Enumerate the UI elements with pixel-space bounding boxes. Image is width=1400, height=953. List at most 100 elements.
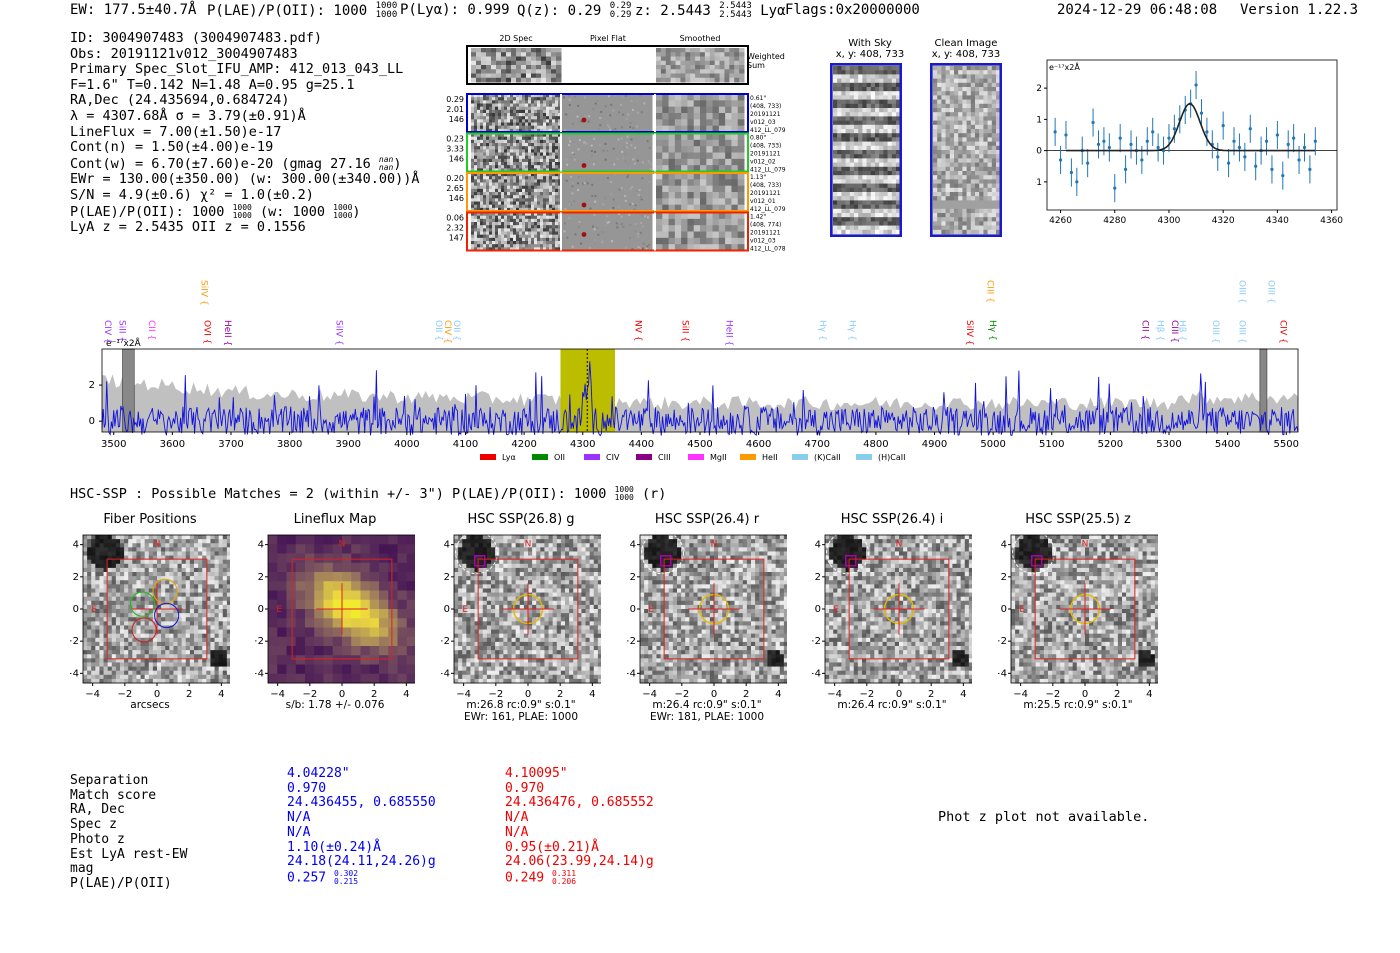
ccd-pixel [883, 103, 888, 109]
cutout-pixel [510, 204, 514, 209]
hsc-pixel [144, 563, 150, 569]
cutout-pixel [492, 185, 496, 190]
ccd-pixel [987, 154, 992, 159]
ccd-pixel [879, 171, 884, 176]
cutout-pixel [471, 237, 475, 242]
cutout-pixel [471, 162, 475, 166]
cutout-pixel [513, 162, 517, 166]
ccd-pixel [954, 208, 959, 214]
weighted-sum-pixel [491, 56, 497, 62]
hsc-pixel [173, 637, 179, 643]
ccd-pixel [991, 108, 997, 113]
cutout-pixel [543, 122, 547, 127]
ccd-pixel [849, 66, 855, 71]
cutout-pixel [513, 204, 517, 209]
ccd-pixel [987, 179, 992, 184]
cutout-pixel [555, 225, 559, 229]
weighted-sum-pixel [670, 56, 677, 62]
ccd-pixel [949, 162, 955, 167]
cutout-row-meta: 1.42" [750, 214, 766, 221]
cutout-pixel [555, 231, 559, 236]
ccd-pixel [996, 183, 1001, 188]
hsc-pixel [128, 559, 133, 565]
flat-noise [624, 195, 627, 198]
ccd-pixel [837, 141, 842, 146]
cutout-pixel [693, 133, 701, 141]
ccd-pixel [933, 229, 938, 235]
cutout-pixel [534, 247, 538, 251]
cutout-pixel [558, 106, 562, 111]
cutout-pixel [522, 165, 526, 169]
cutout-pixel [513, 218, 517, 223]
ccd-pixel [891, 124, 897, 130]
flat-noise [648, 147, 651, 150]
hsc-pixel [202, 559, 207, 565]
hsc-pixel [173, 641, 179, 647]
ccd-pixel [937, 116, 942, 121]
weighted-sum-pixel [531, 73, 537, 79]
cutout-pixel [525, 247, 529, 251]
cutout-pixel [477, 158, 481, 163]
hsc-pixel [185, 650, 191, 655]
cutout-pixel [543, 162, 547, 166]
cutout-pixel [525, 204, 529, 209]
ccd-pixel [862, 95, 867, 100]
cutout-pixel [504, 119, 508, 123]
ccd-pixel [883, 78, 888, 83]
cutout-pixel [498, 198, 502, 202]
hsc-pixel [91, 650, 96, 655]
cutout-pixel [662, 198, 670, 206]
cutout-pixel [486, 231, 490, 236]
ccd-pixel [862, 82, 867, 88]
hsc-pixel [185, 621, 191, 626]
cutout-pixel [486, 237, 490, 242]
ccd-pixel [896, 225, 901, 230]
ccd-pixel [849, 74, 855, 79]
ccd-pixel [941, 91, 946, 96]
cutout-pixel [537, 176, 541, 180]
cutout-pixel [700, 139, 707, 147]
hsc-pixel [140, 629, 146, 635]
hsc-pixel [132, 617, 137, 622]
hsc-pixel [115, 625, 121, 631]
ccd-pixel [841, 70, 846, 75]
ccd-pixel [975, 204, 980, 209]
weighted-sum-pixel [729, 69, 735, 74]
ccd-pixel [883, 154, 888, 159]
cutout-pixel [525, 192, 529, 196]
cutout-pixel [501, 165, 505, 169]
hsc-pixel [169, 547, 174, 552]
flat-noise [648, 181, 651, 184]
cutout-pixel [540, 247, 544, 251]
hsc-pixel [99, 617, 105, 622]
ccd-pixel [896, 87, 901, 92]
ccd-pixel [837, 66, 842, 71]
ccd-pixel [858, 87, 863, 92]
cutout-pixel [540, 231, 544, 236]
ccd-pixel [870, 192, 876, 197]
cutout-pixel [471, 100, 475, 104]
cutout-pixel [528, 179, 532, 183]
cutout-pixel [674, 158, 682, 166]
cutout-pixel [501, 201, 505, 206]
cutout-pixel [731, 94, 739, 101]
cutout-pixel [513, 247, 517, 251]
ccd-pixel [896, 200, 901, 205]
ccd-pixel [966, 158, 971, 163]
hsc-pixel [140, 559, 146, 565]
cutout-pixel [549, 158, 553, 163]
cutout-pixel [537, 146, 541, 150]
ccd-pixel [962, 70, 967, 75]
hsc-pixel [177, 547, 183, 552]
cutout-pixel [555, 119, 559, 123]
ccd-pixel [883, 204, 888, 209]
ccd-pixel [849, 187, 855, 193]
cutout-pixel [507, 158, 511, 163]
cutout-pixel [552, 173, 556, 177]
zoom-point [1313, 139, 1317, 143]
ccd-pixel [879, 112, 884, 117]
cutout-pixel [504, 158, 508, 163]
hsc-pixel [161, 637, 166, 643]
hsc-pixel [120, 559, 125, 565]
ccd-pixel [891, 133, 897, 138]
